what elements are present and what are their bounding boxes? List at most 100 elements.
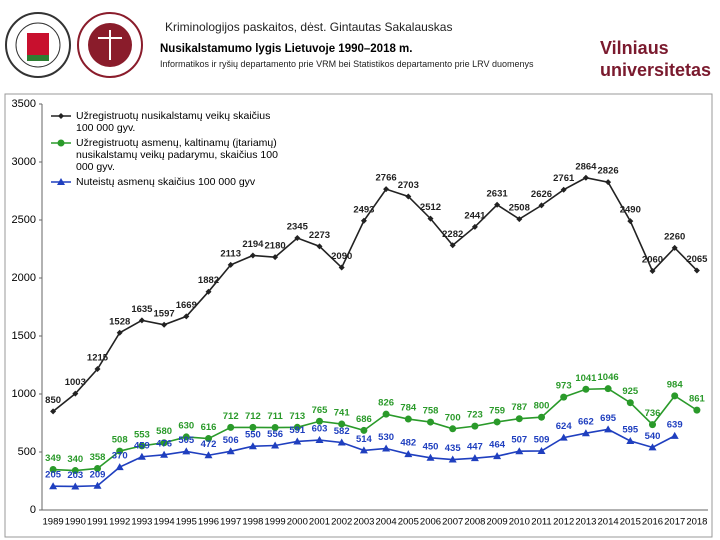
data-label: 784 <box>400 403 417 414</box>
data-label: 800 <box>534 401 550 412</box>
y-tick-label: 3500 <box>12 98 36 110</box>
data-label: 984 <box>667 379 684 390</box>
data-label: 2508 <box>509 203 530 214</box>
x-tick-label: 2018 <box>686 517 707 528</box>
data-label: 1046 <box>598 372 619 383</box>
legend-item: Užregistruotų nusikalstamų veikų skaičiu… <box>50 110 280 134</box>
data-label: 472 <box>201 439 217 450</box>
data-label: 2194 <box>242 239 264 250</box>
point <box>471 223 478 230</box>
data-label: 2441 <box>464 210 486 221</box>
data-label: 1669 <box>176 300 197 311</box>
point <box>160 439 168 447</box>
x-tick-label: 1995 <box>176 517 197 528</box>
data-label: 616 <box>201 422 217 433</box>
point <box>359 446 368 454</box>
point <box>538 413 545 421</box>
logo-text: Vilniaus <box>600 38 669 58</box>
point <box>693 267 700 274</box>
data-label: 582 <box>334 426 350 437</box>
point <box>427 418 434 426</box>
data-label: 580 <box>156 426 172 437</box>
data-label: 340 <box>67 454 83 465</box>
legend-item: Nuteistų asmenų skaičius 100 000 gyv <box>50 176 280 188</box>
data-label: 514 <box>356 434 373 445</box>
point <box>316 243 323 250</box>
data-label: 973 <box>556 381 572 392</box>
point <box>449 242 456 249</box>
seal-2 <box>77 12 143 78</box>
point <box>115 463 124 471</box>
legend-item: Užregistruotų asmenų, kaltinamų (įtariam… <box>50 137 280 173</box>
point <box>226 447 235 455</box>
data-label: 2493 <box>353 204 374 215</box>
point <box>50 408 57 415</box>
point <box>271 441 280 449</box>
point <box>58 113 64 119</box>
point <box>316 417 323 425</box>
point <box>71 467 79 475</box>
point <box>405 193 412 200</box>
point <box>293 423 301 431</box>
point <box>338 420 346 428</box>
x-tick-label: 2008 <box>464 517 485 528</box>
point <box>94 366 101 373</box>
chart-frame <box>4 93 713 538</box>
data-label: 447 <box>467 442 483 453</box>
x-tick-label: 1990 <box>65 517 86 528</box>
point <box>57 178 65 185</box>
point <box>204 451 213 459</box>
point <box>116 447 124 455</box>
x-tick-label: 2017 <box>664 517 685 528</box>
point <box>560 393 568 401</box>
point <box>515 447 524 455</box>
point <box>515 415 523 423</box>
point <box>49 466 57 474</box>
x-tick-label: 1991 <box>87 517 108 528</box>
point <box>648 443 657 451</box>
x-tick-label: 1992 <box>109 517 130 528</box>
logo-text: universitetas <box>600 60 712 80</box>
point <box>671 392 679 400</box>
data-label: 2766 <box>376 173 397 184</box>
data-label: 850 <box>45 395 61 406</box>
series: 349 340 358 508 553 580 630 616 712 712 711 713 765 7… <box>45 372 706 475</box>
y-tick-label: 500 <box>18 446 36 458</box>
point <box>382 444 391 452</box>
point <box>382 410 390 418</box>
legend-swatch <box>51 178 71 185</box>
point <box>182 433 190 441</box>
data-label: 550 <box>245 430 261 441</box>
legend-label: Užregistruotų nusikalstamų veikų skaičiu… <box>76 110 271 134</box>
legend-swatch <box>51 139 71 147</box>
data-label: 505 <box>178 435 195 446</box>
data-label: 2065 <box>686 254 708 265</box>
data-label: 540 <box>645 431 661 442</box>
data-label: 2260 <box>664 231 685 242</box>
legend-label: Nuteistų asmenų skaičius 100 000 gyv <box>76 176 256 188</box>
point <box>693 406 701 414</box>
x-tick-label: 2006 <box>420 517 441 528</box>
point <box>93 481 102 489</box>
point <box>582 174 589 181</box>
data-label: 925 <box>622 386 639 397</box>
data-label: 826 <box>378 398 394 409</box>
point <box>227 423 235 431</box>
x-tick-label: 2012 <box>553 517 574 528</box>
point <box>448 455 457 463</box>
point <box>538 202 545 209</box>
course: Kriminologijos paskaitos, dėst. Gintauta… <box>165 20 453 34</box>
point <box>537 446 546 454</box>
point <box>427 215 434 222</box>
data-label: 2273 <box>309 230 330 241</box>
data-label: 1597 <box>154 308 175 319</box>
data-label: 464 <box>489 440 506 451</box>
data-label: 1635 <box>131 304 153 315</box>
data-label: 2060 <box>642 255 663 266</box>
x-tick-label: 2011 <box>531 517 551 528</box>
data-label: 1041 <box>575 373 597 384</box>
x-tick-label: 1989 <box>43 517 64 528</box>
data-label: 695 <box>600 413 617 424</box>
